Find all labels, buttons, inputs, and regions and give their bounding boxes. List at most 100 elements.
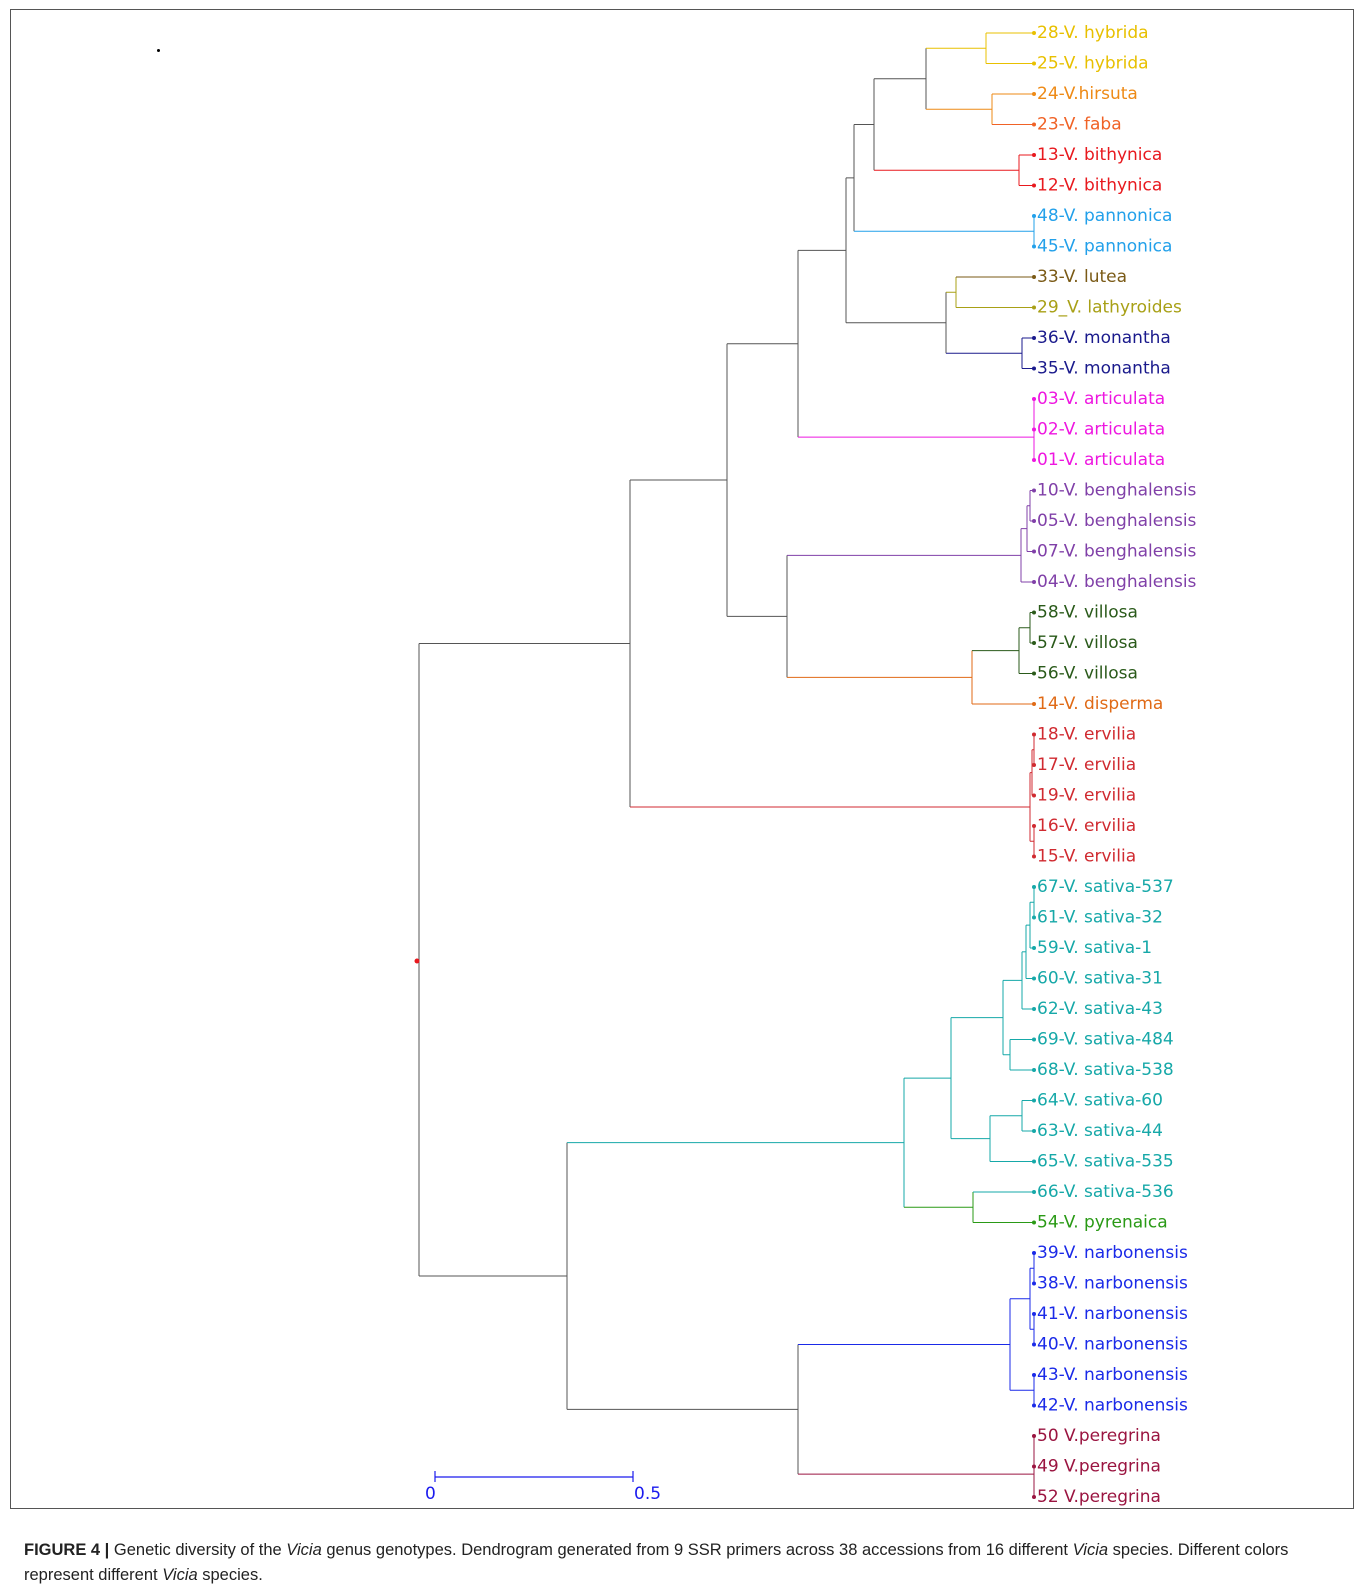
leaf-marker (1032, 1098, 1036, 1103)
leaf-marker (1032, 1403, 1036, 1408)
leaf-marker (1032, 1373, 1036, 1377)
leaf-label: 42-V. narbonensis (1037, 1396, 1188, 1416)
leaf-marker (1032, 1342, 1036, 1347)
leaf-marker (1032, 580, 1036, 584)
leaf-marker (1032, 336, 1036, 340)
leaf-label: 02-V. articulata (1037, 420, 1165, 440)
leaf-marker (1032, 1495, 1036, 1499)
leaf-marker (1032, 1068, 1036, 1072)
scale-bar-start-label: 0 (425, 1484, 436, 1504)
leaf-label: 03-V. articulata (1037, 389, 1165, 409)
leaf-marker (1032, 153, 1036, 157)
leaf-label: 14-V. disperma (1037, 694, 1163, 714)
leaf-marker (1032, 1281, 1036, 1286)
leaf-marker (1032, 702, 1036, 706)
leaf-marker (1032, 366, 1036, 371)
caption-text-2: genus genotypes. Dendrogram generated fr… (321, 1541, 1073, 1559)
leaf-marker (1032, 92, 1036, 96)
leaf-marker (1032, 1007, 1036, 1011)
leaf-label: 28-V. hybrida (1037, 23, 1149, 43)
dendrogram-leaves: 28-V. hybrida 25-V. hybrida 24-V.hirsuta 23… (1032, 23, 1197, 1507)
leaf-label: 05-V. benghalensis (1037, 511, 1197, 531)
leaf-marker (1032, 397, 1036, 401)
leaf-label: 59-V. sativa-1 (1037, 938, 1152, 958)
leaf-label: 01-V. articulata (1037, 450, 1165, 470)
leaf-label: 04-V. benghalensis (1037, 572, 1197, 592)
leaf-marker (1032, 427, 1036, 432)
leaf-label: 45-V. pannonica (1037, 237, 1172, 257)
leaf-label: 33-V. lutea (1037, 267, 1127, 287)
leaf-label: 54-V. pyrenaica (1037, 1213, 1168, 1233)
dendrogram: 28-V. hybrida 25-V. hybrida 24-V.hirsuta 23… (414, 23, 1197, 1507)
leaf-marker (1032, 1434, 1036, 1438)
leaf-marker (1032, 1159, 1036, 1164)
leaf-label: 58-V. villosa (1037, 603, 1138, 623)
leaf-marker (1032, 519, 1036, 523)
caption-italic-1: Vicia (286, 1541, 322, 1559)
scale-bar: 0 0.5 (425, 1471, 661, 1504)
leaf-marker (1032, 885, 1036, 889)
leaf-label: 10-V. benghalensis (1037, 481, 1197, 501)
leaf-label: 18-V. ervilia (1037, 725, 1136, 745)
leaf-label: 41-V. narbonensis (1037, 1304, 1188, 1324)
leaf-marker (1032, 61, 1036, 66)
leaf-marker (1032, 854, 1036, 859)
leaf-marker (1032, 793, 1036, 798)
leaf-marker (1032, 275, 1036, 279)
leaf-label: 35-V. monantha (1037, 359, 1171, 379)
leaf-marker (1032, 1190, 1036, 1194)
leaf-marker (1032, 244, 1036, 249)
caption-italic-2: Vicia (1072, 1541, 1109, 1559)
leaf-label: 60-V. sativa-31 (1037, 969, 1163, 989)
leaf-label: 68-V. sativa-538 (1037, 1060, 1174, 1080)
leaf-marker (1032, 1464, 1036, 1469)
leaf-label: 67-V. sativa-537 (1037, 877, 1174, 897)
leaf-marker (1032, 1129, 1036, 1133)
dendrogram-branches (418, 32, 1035, 1497)
leaf-label: 07-V. benghalensis (1037, 542, 1197, 562)
caption-text-3: species. Different colors represent diff… (24, 1541, 1289, 1584)
leaf-label: 17-V. ervilia (1037, 755, 1136, 775)
leaf-marker (1032, 824, 1036, 828)
leaf-label: 69-V. sativa-484 (1037, 1030, 1174, 1050)
leaf-marker (1032, 214, 1036, 218)
leaf-marker (1032, 1251, 1036, 1255)
figure-frame (10, 9, 1354, 1509)
leaf-marker (1032, 305, 1036, 310)
leaf-marker (1032, 1220, 1036, 1225)
leaf-label: 57-V. villosa (1037, 633, 1138, 653)
leaf-label: 56-V. villosa (1037, 664, 1138, 684)
leaf-label: 13-V. bithynica (1037, 145, 1162, 165)
leaf-label: 50 V.peregrina (1037, 1426, 1161, 1446)
leaf-marker (1032, 671, 1036, 676)
leaf-marker (1032, 31, 1036, 35)
leaf-marker (1032, 122, 1036, 127)
leaf-marker (1032, 1312, 1036, 1316)
leaf-marker (1032, 458, 1036, 462)
leaf-label: 19-V. ervilia (1037, 786, 1136, 806)
leaf-marker (1032, 488, 1036, 493)
leaf-marker (1032, 763, 1036, 767)
leaf-marker (1032, 976, 1036, 981)
leaf-label: 61-V. sativa-32 (1037, 908, 1163, 928)
caption-text-4: species. (197, 1566, 263, 1584)
leaf-marker (1032, 946, 1036, 950)
leaf-label: 15-V. ervilia (1037, 847, 1136, 867)
stray-dot (157, 49, 160, 52)
leaf-label: 39-V. narbonensis (1037, 1243, 1188, 1263)
leaf-label: 25-V. hybrida (1037, 54, 1149, 74)
leaf-label: 12-V. bithynica (1037, 176, 1162, 196)
leaf-label: 65-V. sativa-535 (1037, 1152, 1174, 1172)
leaf-label: 23-V. faba (1037, 115, 1122, 135)
leaf-label: 48-V. pannonica (1037, 206, 1172, 226)
figure-caption: FIGURE 4 | Genetic diversity of the Vici… (24, 1538, 1344, 1588)
leaf-marker (1032, 641, 1036, 645)
leaf-label: 43-V. narbonensis (1037, 1365, 1188, 1385)
leaf-label: 36-V. monantha (1037, 328, 1171, 348)
leaf-label: 63-V. sativa-44 (1037, 1121, 1163, 1141)
leaf-marker (1032, 610, 1036, 615)
caption-italic-3: Vicia (162, 1566, 198, 1584)
scale-bar-end-label: 0.5 (634, 1484, 661, 1504)
leaf-label: 52 V.peregrina (1037, 1487, 1161, 1507)
leaf-marker (1032, 1037, 1036, 1042)
